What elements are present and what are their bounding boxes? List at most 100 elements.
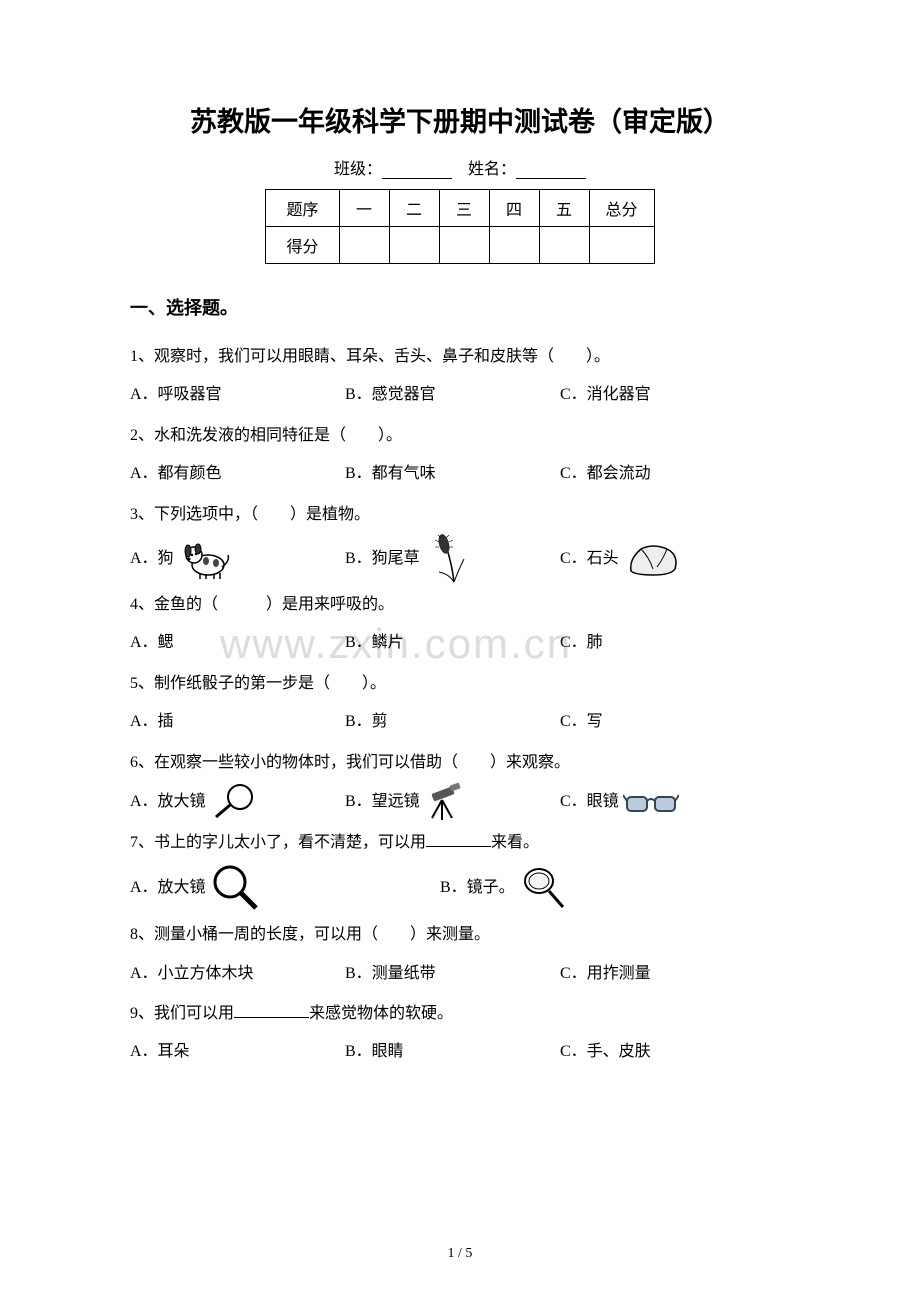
option-a: A．都有颜色 [130, 455, 345, 493]
section-title: 一、选择题。 [130, 294, 790, 320]
telescope-icon [424, 782, 468, 822]
score-header-cell: 三 [439, 190, 489, 227]
options: A．耳朵 B．眼睛 C．手、皮肤 [130, 1033, 790, 1071]
score-cell [389, 227, 439, 264]
stem-prefix: 9、我们可以用 [130, 1005, 234, 1022]
option-c: C．都会流动 [560, 455, 775, 493]
option-b: B．狗尾草 [345, 534, 560, 584]
stem-prefix: 4、金鱼的（ [130, 596, 218, 613]
score-cell [589, 227, 654, 264]
options: A．插 B．剪 C．写 [130, 703, 790, 741]
option-a: A．鳃 [130, 624, 345, 662]
stem-suffix: 来感觉物体的软硬。 [309, 1005, 453, 1022]
option-b: B．鳞片 [345, 624, 560, 662]
name-label: 姓名： [468, 161, 516, 178]
score-header-row: 题序 一 二 三 四 五 总分 [266, 190, 654, 227]
question-9: 9、我们可以用 来感觉物体的软硬。 A．耳朵 B．眼睛 C．手、皮肤 [130, 995, 790, 1072]
question-stem: 4、金鱼的（ ）是用来呼吸的。 [130, 586, 790, 624]
option-label: B．望远镜 [345, 783, 420, 821]
score-cell [339, 227, 389, 264]
page-number: 1 / 5 [0, 1246, 920, 1262]
option-a: A．放大镜 [130, 782, 345, 822]
option-c: C．手、皮肤 [560, 1033, 775, 1071]
option-b: B．测量纸带 [345, 955, 560, 993]
score-header-cell: 二 [389, 190, 439, 227]
score-header-cell: 五 [539, 190, 589, 227]
score-header-cell: 总分 [589, 190, 654, 227]
glasses-icon [623, 787, 679, 817]
options: A．都有颜色 B．都有气味 C．都会流动 [130, 455, 790, 493]
blank [234, 1017, 309, 1018]
option-label: A．放大镜 [130, 783, 206, 821]
blank [426, 846, 491, 847]
question-7: 7、书上的字儿太小了，看不清楚，可以用 来看。 A．放大镜 B．镜子。 [130, 824, 790, 914]
score-header-cell: 一 [339, 190, 389, 227]
question-2: 2、水和洗发液的相同特征是（ ）。 A．都有颜色 B．都有气味 C．都会流动 [130, 417, 790, 494]
score-header-cell: 四 [489, 190, 539, 227]
score-table: 题序 一 二 三 四 五 总分 得分 [265, 189, 654, 264]
class-label: 班级： [334, 161, 382, 178]
option-a: A．小立方体木块 [130, 955, 345, 993]
question-stem: 6、在观察一些较小的物体时，我们可以借助（ ）来观察。 [130, 744, 790, 782]
name-blank [516, 161, 586, 179]
class-name-row: 班级： 姓名： [130, 155, 790, 179]
score-cell [539, 227, 589, 264]
question-stem: 1、观察时，我们可以用眼睛、耳朵、舌头、鼻子和皮肤等（ ）。 [130, 338, 790, 376]
option-label: C．眼镜 [560, 783, 619, 821]
score-value-row: 得分 [266, 227, 654, 264]
magnifier-icon [210, 862, 262, 914]
page-title: 苏教版一年级科学下册期中测试卷（审定版） [130, 100, 790, 139]
mirror-icon [519, 863, 569, 913]
option-b: B．望远镜 [345, 782, 560, 822]
options: A．放大镜 B．望远镜 [130, 782, 790, 822]
options: A．呼吸器官 B．感觉器官 C．消化器官 [130, 376, 790, 414]
question-stem: 5、制作纸骰子的第一步是（ ）。 [130, 665, 790, 703]
option-label: A．放大镜 [130, 869, 206, 907]
question-stem: 9、我们可以用 来感觉物体的软硬。 [130, 995, 790, 1033]
options: A．小立方体木块 B．测量纸带 C．用拃测量 [130, 955, 790, 993]
question-stem: 7、书上的字儿太小了，看不清楚，可以用 来看。 [130, 824, 790, 862]
options: A．狗 [130, 534, 790, 584]
stone-icon [623, 539, 683, 579]
option-a: A．耳朵 [130, 1033, 345, 1071]
stem-prefix: 7、书上的字儿太小了，看不清楚，可以用 [130, 834, 426, 851]
option-label: A．狗 [130, 540, 174, 578]
option-c: C．写 [560, 703, 775, 741]
question-6: 6、在观察一些较小的物体时，我们可以借助（ ）来观察。 A．放大镜 B．望远镜 [130, 744, 790, 822]
question-3: 3、下列选项中，（ ）是植物。 A．狗 [130, 496, 790, 584]
options: A．鳃 B．鳞片 C．肺 [130, 624, 790, 662]
option-a: A．放大镜 [130, 862, 440, 914]
class-blank [382, 161, 452, 179]
score-row-label: 得分 [266, 227, 339, 264]
option-b: B．镜子。 [440, 862, 750, 914]
option-b: B．感觉器官 [345, 376, 560, 414]
stem-suffix: 来看。 [491, 834, 539, 851]
stem-suffix: ）是用来呼吸的。 [266, 596, 394, 613]
option-c: C．消化器官 [560, 376, 775, 414]
magnifier-icon [210, 783, 258, 821]
score-header-cell: 题序 [266, 190, 339, 227]
option-a: A．狗 [130, 534, 345, 584]
score-cell [489, 227, 539, 264]
option-a: A．插 [130, 703, 345, 741]
option-c: C．肺 [560, 624, 775, 662]
option-b: B．眼睛 [345, 1033, 560, 1071]
dog-icon [178, 537, 238, 581]
question-stem: 3、下列选项中，（ ）是植物。 [130, 496, 790, 534]
question-stem: 8、测量小桶一周的长度，可以用（ ）来测量。 [130, 916, 790, 954]
score-cell [439, 227, 489, 264]
question-stem: 2、水和洗发液的相同特征是（ ）。 [130, 417, 790, 455]
question-8: 8、测量小桶一周的长度，可以用（ ）来测量。 A．小立方体木块 B．测量纸带 C… [130, 916, 790, 993]
question-4: 4、金鱼的（ ）是用来呼吸的。 A．鳃 B．鳞片 C．肺 [130, 586, 790, 663]
question-1: 1、观察时，我们可以用眼睛、耳朵、舌头、鼻子和皮肤等（ ）。 A．呼吸器官 B．… [130, 338, 790, 415]
options: A．放大镜 B．镜子。 [130, 862, 790, 914]
option-c: C．石头 [560, 534, 775, 584]
option-b: B．剪 [345, 703, 560, 741]
option-c: C．眼镜 [560, 782, 775, 822]
option-a: A．呼吸器官 [130, 376, 345, 414]
option-b: B．都有气味 [345, 455, 560, 493]
option-label: B．狗尾草 [345, 540, 420, 578]
option-label: B．镜子。 [440, 869, 515, 907]
foxtail-grass-icon [424, 534, 474, 584]
option-label: C．石头 [560, 540, 619, 578]
